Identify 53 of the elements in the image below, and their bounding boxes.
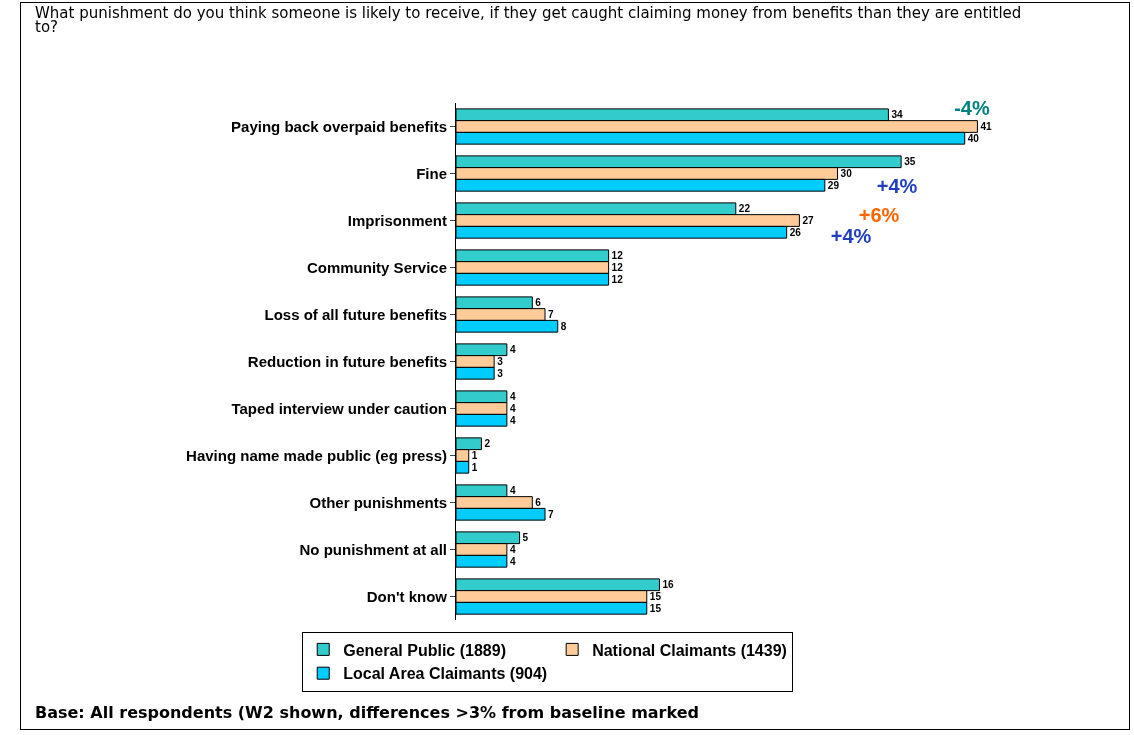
data-label: 12 [611, 273, 624, 285]
data-label: 4 [509, 414, 516, 426]
data-label: 7 [548, 308, 555, 320]
y-tick-label: Other punishments [309, 493, 447, 511]
data-label: 29 [827, 179, 840, 191]
data-label: 12 [611, 250, 624, 262]
y-tick-label: Taped interview under caution [231, 399, 447, 417]
data-label: 6 [535, 496, 542, 508]
y-tick-label: Having name made public (eg press) [186, 446, 447, 464]
data-label: 40 [967, 132, 980, 144]
data-label: 4 [509, 555, 516, 567]
data-label: 34 [891, 109, 903, 121]
data-label: 12 [611, 261, 624, 273]
data-label: 4 [509, 391, 516, 403]
data-label: 3 [497, 367, 504, 379]
legend-label: General Public (1889) [343, 641, 506, 659]
data-label: 8 [560, 320, 567, 332]
data-label: 1 [471, 449, 478, 461]
data-label: 41 [980, 120, 993, 132]
annotation: -4% [954, 96, 990, 120]
y-tick-label: Loss of all future benefits [264, 305, 447, 323]
chart-title: What punishment do you think someone is likely to receive, if they get caught claiming money from benefits than they are entitled to? [35, 4, 1023, 36]
data-label: 4 [509, 402, 516, 414]
y-tick-label: Community Service [306, 258, 447, 276]
y-tick-label: Don't know [366, 587, 448, 605]
text: Base: All respondents (W2 shown, differences >3% from baseline marked [35, 703, 700, 722]
data-label: 2 [484, 438, 491, 450]
data-label: 3 [497, 355, 504, 367]
data-label: 4 [509, 485, 516, 497]
y-tick-label: Fine [416, 164, 447, 182]
data-label: 30 [840, 167, 853, 179]
data-label: 26 [789, 226, 802, 238]
data-label: 15 [649, 590, 662, 602]
annotation: +6% [858, 203, 900, 227]
data-label: 15 [649, 602, 662, 614]
y-tick-label: No punishment at all [299, 540, 447, 558]
data-label: 22 [738, 203, 751, 215]
data-label: 16 [662, 579, 675, 591]
data-label: 4 [509, 344, 516, 356]
data-label: 35 [904, 156, 916, 168]
data-label: 1 [471, 461, 478, 473]
legend-label: Local Area Claimants (904) [343, 665, 548, 683]
y-tick-label: Paying back overpaid benefits [231, 117, 447, 135]
legend-label: National Claimants (1439) [592, 641, 787, 659]
data-label: 7 [548, 508, 555, 520]
data-label: 4 [509, 543, 516, 555]
data-label: 27 [802, 214, 814, 226]
data-label: 6 [535, 297, 542, 309]
data-label: 5 [522, 532, 529, 544]
y-tick-label: Reduction in future benefits [247, 352, 447, 370]
annotation: +4% [876, 174, 918, 198]
annotation: +4% [830, 224, 872, 248]
y-tick-label: Imprisonment [347, 211, 447, 229]
